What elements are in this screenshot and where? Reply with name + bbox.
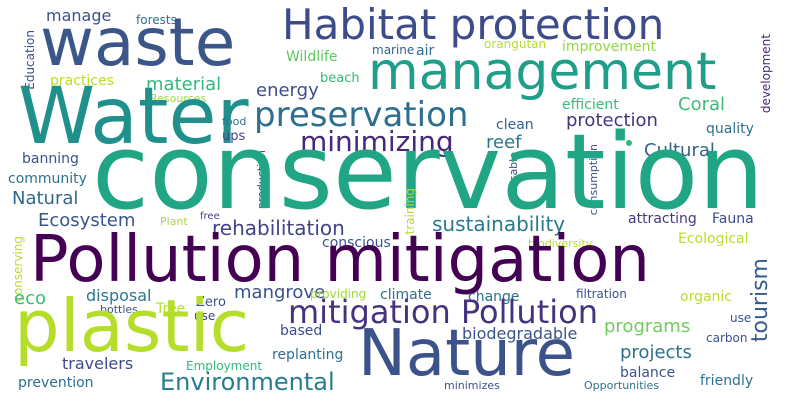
word-climate: climate: [380, 287, 432, 303]
word-environmental: Environmental: [160, 368, 335, 396]
word-friendly: friendly: [700, 373, 754, 389]
word-natural: Natural: [12, 188, 79, 209]
word-cultural: Cultural: [644, 140, 715, 161]
word-change: change: [468, 289, 520, 305]
word-food: food: [222, 115, 247, 128]
word-clean: clean: [496, 117, 534, 133]
word-balance: balance: [620, 365, 676, 381]
word-improvement: improvement: [562, 39, 656, 55]
word-minimizing: minimizing: [300, 125, 454, 158]
word-banning: banning: [22, 151, 79, 167]
word-resources: Resources: [150, 92, 207, 105]
word-preservation: preservation: [254, 95, 469, 135]
word-fauna: Fauna: [712, 211, 754, 227]
word-organic: organic: [680, 289, 733, 305]
word-development: development: [759, 34, 773, 114]
word-plant: Plant: [160, 215, 188, 228]
word-coral: Coral: [678, 94, 726, 115]
word-based: based: [280, 323, 323, 339]
word-filtration: filtration: [576, 287, 627, 301]
word-plastic: plastic: [14, 284, 250, 368]
word-replanting: replanting: [272, 347, 344, 363]
word-material: material: [146, 74, 222, 95]
word-mitigation-pollution: mitigation Pollution: [288, 293, 598, 331]
word-protection: protection: [566, 110, 658, 131]
word-management: management: [368, 42, 717, 102]
word-biodegradable: biodegradable: [462, 324, 578, 343]
word-beach: beach: [320, 71, 360, 86]
word-wildlife: Wildlife: [286, 49, 338, 65]
word-ecological: Ecological: [678, 231, 749, 247]
word-reef: reef: [486, 132, 522, 153]
word-providing: providing: [310, 287, 367, 301]
word-programs: programs: [604, 316, 691, 337]
word-habitat-protection: Habitat protection: [282, 0, 665, 49]
word-conscious: conscious: [322, 235, 391, 251]
word-ecosystem: Ecosystem: [38, 210, 136, 231]
word-attracting: attracting: [628, 211, 697, 227]
word-energy: energy: [256, 80, 319, 101]
word-use: use: [194, 309, 216, 323]
word-marine: marine: [372, 43, 415, 57]
word-mangrove: mangrove: [234, 282, 326, 303]
word-quality: quality: [706, 121, 754, 137]
word-nature: Nature: [358, 317, 576, 391]
word-community: community: [8, 171, 87, 187]
word-travelers: travelers: [62, 354, 134, 373]
word-practices: practices: [50, 73, 114, 89]
word-orangutan: orangutan: [484, 37, 547, 51]
word-rehabilitation: rehabilitation: [212, 216, 345, 240]
word-water: Water: [18, 72, 249, 162]
word-minimizes: minimizes: [444, 379, 500, 392]
word-free: free: [200, 211, 220, 222]
word-waste: waste: [40, 4, 236, 81]
word-sustainability: sustainability: [432, 212, 566, 236]
word-tourism: tourism: [748, 258, 773, 343]
word-opportunities: Opportunities: [584, 379, 660, 392]
word-zero: Zero: [196, 295, 226, 310]
word-bottles: bottles: [100, 303, 138, 316]
word-projects: projects: [620, 342, 692, 363]
word-employment: Employment: [186, 359, 263, 373]
word-ups: ups: [222, 129, 246, 144]
decorative-dot: [626, 140, 632, 146]
word-prevention: prevention: [18, 375, 94, 391]
word-eco: eco: [14, 288, 46, 309]
word-tree: Tree: [156, 301, 186, 317]
word-pollution-mitigation: Pollution mitigation: [30, 223, 650, 297]
word-use-2: use: [730, 311, 752, 325]
word-disposal: disposal: [86, 286, 152, 305]
word-biodiversity: biodiversity: [528, 237, 593, 250]
word-conservation: conservation: [92, 111, 765, 233]
word-air: air: [416, 43, 435, 59]
word-manage: manage: [46, 6, 112, 25]
word-efficient: efficient: [562, 97, 619, 113]
word-forests: forests: [136, 13, 177, 27]
word-carbon: carbon: [706, 331, 748, 345]
